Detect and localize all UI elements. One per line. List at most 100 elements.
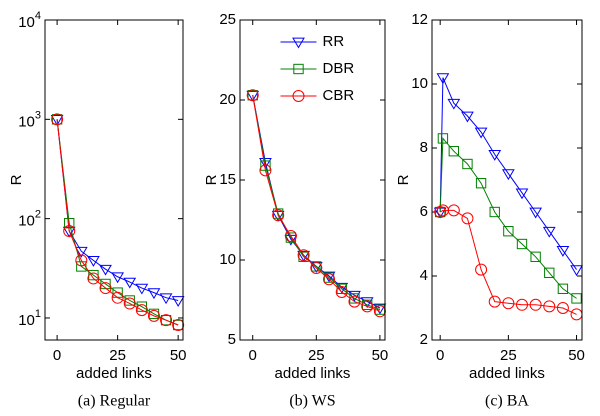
marker (246, 90, 260, 102)
y-tick-label: 6 (420, 203, 428, 220)
marker (111, 272, 125, 284)
marker (348, 295, 361, 308)
series-line (252, 95, 381, 312)
y-axis-label: R (395, 174, 412, 185)
marker (434, 206, 447, 218)
axes-box (431, 19, 583, 341)
y-tick-label: 5 (228, 331, 236, 348)
marker (515, 188, 529, 200)
marker (171, 296, 185, 307)
y-tick-label: 10 (411, 75, 428, 92)
marker (447, 98, 461, 110)
series-line (439, 209, 577, 315)
marker (247, 90, 258, 101)
marker (298, 251, 309, 262)
legend-marker (292, 37, 305, 49)
x-tick-label: 25 (500, 347, 517, 364)
marker (111, 291, 124, 304)
y-tick-label: 101 (18, 308, 41, 329)
marker (462, 158, 473, 170)
plot-area (432, 20, 582, 340)
marker (557, 283, 569, 294)
legend-marker (293, 63, 304, 75)
legend-label: RR (323, 33, 345, 50)
marker (488, 150, 502, 161)
y-tick-label: 2 (420, 331, 428, 348)
y-tick-label: 12 (411, 11, 428, 28)
marker (543, 300, 556, 313)
marker (135, 283, 149, 295)
y-tick-label: 25 (219, 11, 236, 28)
marker (448, 146, 459, 157)
marker (529, 207, 543, 219)
marker (51, 114, 63, 125)
plot-area (45, 20, 183, 340)
marker (489, 206, 500, 218)
marker (461, 111, 474, 123)
y-tick-label: 10 (219, 251, 236, 268)
marker (530, 251, 541, 262)
marker (475, 178, 487, 189)
marker (335, 282, 349, 294)
marker (311, 261, 322, 272)
marker (87, 256, 100, 267)
axes-box (239, 19, 386, 341)
x-tick-label: 25 (109, 347, 126, 364)
marker (516, 298, 528, 311)
marker (297, 249, 310, 262)
marker (135, 304, 148, 317)
x-tick-label: 50 (568, 347, 585, 364)
series-line (56, 119, 179, 326)
marker (123, 297, 136, 310)
marker (74, 246, 88, 258)
marker (147, 288, 161, 300)
marker (474, 127, 488, 139)
x-tick-label: 25 (308, 347, 325, 364)
x-axis-label: added links (76, 365, 152, 382)
y-tick-label: 8 (420, 139, 428, 156)
marker (488, 295, 501, 308)
y-tick-label: 102 (18, 209, 41, 230)
marker (259, 164, 272, 177)
marker (437, 133, 449, 144)
x-tick-label: 0 (249, 347, 257, 364)
y-tick-label: 104 (18, 10, 41, 31)
marker (160, 314, 173, 327)
marker (99, 264, 112, 276)
x-tick-label: 50 (372, 347, 389, 364)
marker (297, 250, 310, 262)
marker (556, 302, 569, 314)
marker (544, 267, 555, 278)
series-line (56, 119, 179, 301)
legend-marker (292, 90, 305, 102)
marker (51, 113, 64, 126)
y-axis-label: R (8, 174, 25, 185)
marker (475, 263, 488, 276)
marker (516, 238, 528, 250)
marker (436, 73, 450, 85)
y-tick-label: 20 (219, 91, 236, 108)
y-tick-label: 15 (219, 171, 236, 188)
marker (159, 293, 173, 305)
marker (571, 293, 582, 304)
legend-label: DBR (323, 60, 355, 77)
legend-label: CBR (323, 87, 355, 104)
marker (461, 212, 474, 225)
marker (285, 232, 297, 243)
marker (360, 297, 374, 309)
marker (501, 169, 515, 181)
marker (529, 298, 542, 311)
caption: (a) Regular (78, 393, 151, 410)
marker (335, 286, 348, 298)
marker (160, 315, 172, 326)
series-line (439, 137, 577, 299)
marker (75, 254, 88, 267)
marker (272, 208, 284, 219)
marker (284, 230, 297, 242)
marker (435, 206, 446, 218)
marker (123, 277, 137, 289)
marker (172, 318, 185, 331)
marker (556, 246, 570, 257)
marker (361, 300, 374, 313)
